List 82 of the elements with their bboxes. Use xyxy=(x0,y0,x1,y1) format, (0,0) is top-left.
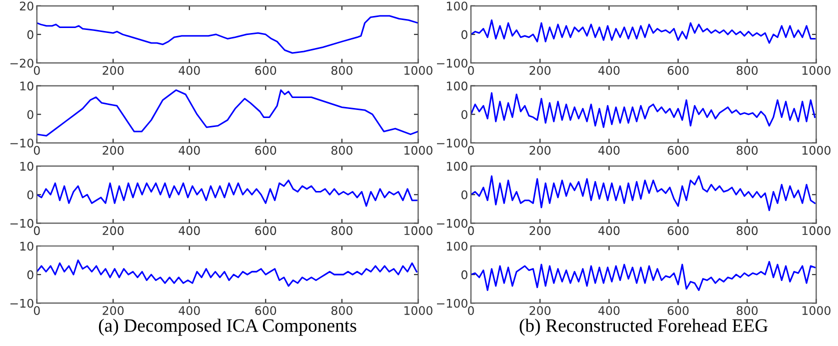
x-tick-label: 400 xyxy=(178,306,200,316)
x-tick-label: 200 xyxy=(102,146,124,155)
y-tick-label: 0 xyxy=(461,190,468,200)
x-tick-label: 200 xyxy=(530,306,550,316)
x-tick-label: 1000 xyxy=(802,226,830,236)
x-tick-label: 800 xyxy=(331,226,352,236)
y-tick-label: −10 xyxy=(10,138,34,148)
y-tick-label: 100 xyxy=(446,242,468,251)
x-tick-label: 400 xyxy=(598,306,620,316)
x-tick-label: 1000 xyxy=(802,66,830,75)
y-tick-label: 0 xyxy=(461,110,468,120)
x-tick-label: 1000 xyxy=(802,306,830,316)
x-tick-label: 200 xyxy=(530,66,550,75)
x-tick-label: 800 xyxy=(331,66,352,75)
x-tick-label: 1000 xyxy=(404,146,432,155)
y-tick-label: 0 xyxy=(461,270,468,280)
x-tick-label: 200 xyxy=(530,146,550,155)
x-tick-label: 400 xyxy=(598,146,620,155)
y-tick-label: −10 xyxy=(10,218,34,228)
x-tick-label: 0 xyxy=(468,146,474,155)
y-tick-label: 0 xyxy=(27,190,34,200)
x-tick-label: 600 xyxy=(255,306,276,316)
x-tick-label: 800 xyxy=(331,146,352,155)
y-tick-label: −100 xyxy=(437,138,468,148)
x-tick-label: 0 xyxy=(468,306,474,316)
y-tick-label: 100 xyxy=(446,162,468,171)
y-tick-label: 0 xyxy=(461,30,468,40)
x-tick-label: 0 xyxy=(468,226,474,236)
y-tick-label: 100 xyxy=(446,82,468,90)
x-tick-label: 0 xyxy=(34,146,40,155)
x-tick-label: 0 xyxy=(34,66,40,75)
x-tick-label: 1000 xyxy=(404,66,432,75)
x-tick-label: 800 xyxy=(736,306,758,316)
y-tick-label: 0 xyxy=(27,110,34,120)
x-tick-label: 600 xyxy=(255,226,276,236)
line-series xyxy=(36,89,418,137)
x-tick-label: 400 xyxy=(598,66,620,75)
x-tick-label: 800 xyxy=(331,306,352,316)
x-axis-title: (a) Decomposed ICA Components xyxy=(98,318,356,336)
y-tick-label: 0 xyxy=(27,270,34,280)
y-tick-label: 10 xyxy=(20,242,34,251)
y-tick-label: −100 xyxy=(437,218,468,228)
x-tick-label: 600 xyxy=(668,146,689,155)
line-series xyxy=(470,260,816,292)
x-tick-label: 600 xyxy=(668,66,689,75)
line-series xyxy=(36,15,418,54)
y-tick-label: −10 xyxy=(10,298,34,308)
x-tick-label: 400 xyxy=(178,66,200,75)
x-tick-label: 600 xyxy=(255,66,276,75)
line-series xyxy=(470,175,816,212)
x-tick-label: 600 xyxy=(255,146,276,155)
x-tick-label: 800 xyxy=(736,146,758,155)
x-tick-label: 0 xyxy=(468,66,474,75)
line-series xyxy=(36,180,418,207)
x-tick-label: 200 xyxy=(102,66,124,75)
x-tick-label: 0 xyxy=(34,226,40,236)
y-tick-label: 10 xyxy=(20,82,34,90)
y-tick-label: 0 xyxy=(27,30,34,40)
y-tick-label: 10 xyxy=(20,162,34,171)
line-series xyxy=(36,260,418,287)
line-series xyxy=(470,92,816,128)
x-tick-label: 0 xyxy=(34,306,40,316)
line-series xyxy=(470,19,816,44)
x-tick-label: 400 xyxy=(178,146,200,155)
x-tick-label: 1000 xyxy=(802,146,830,155)
x-tick-label: 1000 xyxy=(404,306,432,316)
x-tick-label: 800 xyxy=(736,66,758,75)
x-tick-label: 200 xyxy=(102,306,124,316)
x-tick-label: 200 xyxy=(102,226,124,236)
x-tick-label: 600 xyxy=(668,306,689,316)
x-axis-title: (b) Reconstructed Forehead EEG xyxy=(520,318,768,336)
y-tick-label: 100 xyxy=(446,2,468,11)
y-tick-label: 20 xyxy=(20,2,34,11)
x-tick-label: 600 xyxy=(668,226,689,236)
x-tick-label: 1000 xyxy=(404,226,432,236)
y-tick-label: −20 xyxy=(10,58,34,68)
x-tick-label: 400 xyxy=(178,226,200,236)
x-tick-label: 800 xyxy=(736,226,758,236)
y-tick-label: −100 xyxy=(437,298,468,308)
x-tick-label: 400 xyxy=(598,226,620,236)
x-tick-label: 200 xyxy=(530,226,550,236)
y-tick-label: −100 xyxy=(437,58,468,68)
